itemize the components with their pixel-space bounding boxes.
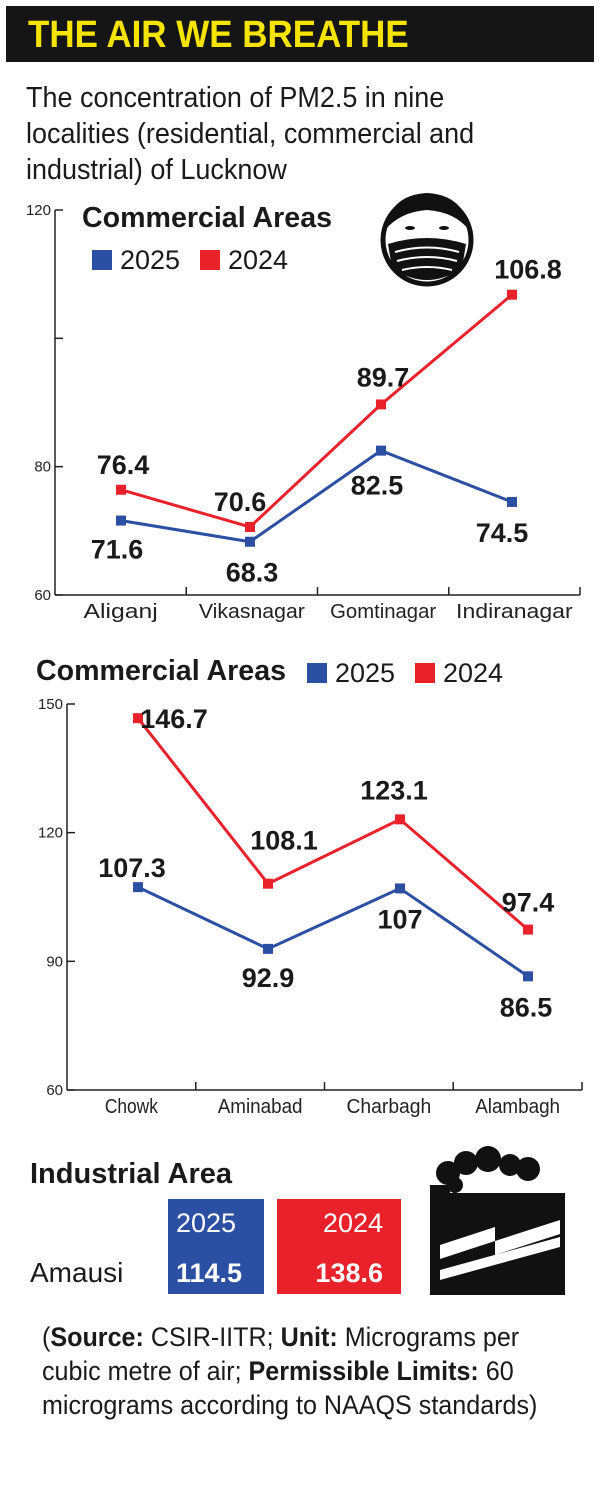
y-tick-label: 120 — [26, 202, 51, 219]
legend-label-2024: 2024 — [443, 658, 503, 688]
unit-label: Unit: — [280, 1322, 338, 1352]
data-label-2024: 108.1 — [250, 826, 318, 856]
y-tick-label: 120 — [38, 825, 63, 842]
limits-value: 60 micrograms according to NAAQS standar… — [42, 1356, 538, 1420]
industrial-title: Industrial Area — [30, 1158, 233, 1190]
legend-swatch-2024 — [200, 250, 220, 270]
data-point-2025 — [245, 536, 255, 547]
data-label-2024: 76.4 — [97, 450, 150, 480]
limits-label: Permissible Limits: — [248, 1356, 479, 1386]
legend-label-2025: 2025 — [335, 658, 395, 688]
legend-swatch-2025 — [92, 250, 112, 270]
data-point-2024 — [133, 713, 143, 724]
data-point-2024 — [507, 289, 517, 300]
footer-paren: ( — [42, 1322, 51, 1352]
data-label-2025: 86.5 — [500, 992, 553, 1022]
data-point-2024 — [523, 924, 533, 935]
industrial-area-panel: Industrial Area Amausi 2025 114.5 2024 138.6 — [30, 1146, 565, 1295]
data-label-2025: 71.6 — [91, 535, 144, 565]
legend-swatch-2024 — [415, 663, 435, 683]
series-line-2025 — [120, 448, 513, 544]
page-subtitle: The concentration of PM2.5 in nine local… — [26, 82, 475, 186]
chart-commercial-areas-1: Commercial Areas 2025 2024 60 80 120 Aliganj Vi… — [26, 193, 581, 623]
data-label-2024: 146.7 — [140, 704, 208, 734]
data-label-2024: 89.7 — [357, 362, 410, 392]
x-tick-label: Vikasnagar — [199, 601, 305, 623]
series-line-2024 — [136, 717, 529, 931]
unit-value: Micrograms per cubic metre of air; — [42, 1322, 520, 1386]
y-tick-label: 150 — [38, 696, 63, 713]
data-point-2024 — [263, 878, 273, 889]
page-title: THE AIR WE BREATHE — [28, 14, 409, 56]
data-point-2024 — [116, 484, 126, 495]
series-line-2024 — [120, 293, 513, 529]
data-point-2024 — [376, 399, 386, 410]
legend-label-2024: 2024 — [228, 245, 288, 275]
data-point-2024 — [395, 814, 405, 825]
x-tick-label: Aliganj — [84, 601, 158, 623]
value-label-2024: 138.6 — [315, 1258, 383, 1288]
data-label-2025: 68.3 — [226, 558, 279, 588]
x-tick-label: Gomtinagar — [330, 601, 436, 623]
legend-swatch-2025 — [307, 663, 327, 683]
data-point-2025 — [376, 445, 386, 456]
data-label-2025: 107.3 — [98, 853, 166, 883]
data-label-2025: 107 — [377, 904, 422, 934]
source-value: CSIR-IITR; — [143, 1322, 281, 1352]
title-bar: THE AIR WE BREATHE — [6, 6, 594, 62]
data-point-2025 — [395, 883, 405, 894]
data-point-2024 — [245, 521, 255, 532]
x-tick-label: Aminabad — [218, 1096, 303, 1118]
data-label-2025: 74.5 — [476, 518, 529, 548]
data-point-2025 — [263, 943, 273, 954]
data-label-2024: 123.1 — [360, 775, 428, 805]
data-label-2024: 97.4 — [502, 888, 555, 918]
value-box-2025 — [168, 1199, 264, 1294]
y-tick-label: 90 — [46, 953, 63, 970]
chart-commercial-areas-2: Commercial Areas 2025 2024 60 90 120 150 Chowk A… — [36, 655, 583, 1118]
data-point-2025 — [523, 971, 533, 982]
data-point-2025 — [507, 496, 517, 507]
y-tick-label: 80 — [34, 459, 51, 476]
x-tick-label: Charbagh — [346, 1096, 431, 1118]
y-tick-label: 60 — [34, 587, 51, 604]
data-label-2025: 82.5 — [351, 471, 404, 501]
data-label-2024: 70.6 — [214, 487, 267, 517]
data-point-2025 — [133, 882, 143, 893]
value-box-2024 — [277, 1199, 401, 1294]
face-mask-icon — [380, 193, 474, 287]
legend-label-2025: 2025 — [120, 245, 180, 275]
factory-icon — [430, 1146, 565, 1295]
value-label-2025: 114.5 — [176, 1258, 242, 1288]
year-label-2024: 2024 — [323, 1208, 383, 1238]
x-tick-label: Indiranagar — [456, 601, 573, 623]
data-label-2025: 92.9 — [242, 963, 295, 993]
year-label-2025: 2025 — [176, 1208, 236, 1238]
data-label-2024: 106.8 — [494, 255, 562, 285]
chart-title: Commercial Areas — [36, 655, 286, 687]
x-tick-label: Chowk — [105, 1096, 159, 1118]
series-line-2025 — [137, 885, 529, 978]
y-tick-label: 60 — [46, 1082, 63, 1099]
x-tick-label: Alambagh — [475, 1096, 560, 1118]
source-note: (Source: CSIR-IITR; Unit: Micrograms per… — [42, 1320, 549, 1422]
chart-title: Commercial Areas — [82, 202, 332, 234]
locality-label: Amausi — [30, 1257, 123, 1288]
source-label: Source: — [50, 1322, 144, 1352]
data-point-2025 — [116, 515, 126, 526]
